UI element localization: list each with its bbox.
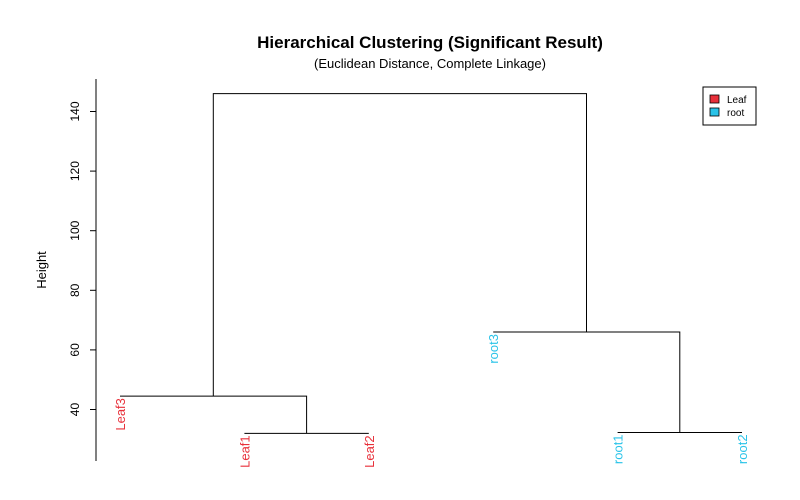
dendrogram-branch — [493, 331, 681, 433]
y-tick-label: 120 — [68, 161, 82, 181]
legend-swatch — [709, 94, 720, 104]
y-tick-label: 80 — [68, 283, 82, 297]
legend-box — [702, 86, 757, 126]
y-axis-label: Height — [34, 251, 49, 289]
leaf-label: Leaf1 — [237, 435, 252, 468]
chart-title: Hierarchical Clustering (Significant Res… — [257, 33, 603, 52]
chart-subtitle: (Euclidean Distance, Complete Linkage) — [314, 56, 546, 71]
legend-swatch — [709, 107, 720, 117]
leaf-label: root1 — [611, 434, 626, 464]
legend: Leaf root — [702, 86, 757, 126]
leaf-label: Leaf2 — [362, 435, 377, 468]
leaf-label: root2 — [735, 434, 750, 464]
y-tick-label: 140 — [68, 101, 82, 121]
leaf-labels: Leaf3 Leaf1 Leaf2 root3 root1 root2 — [113, 334, 750, 468]
dendrogram-branches — [120, 93, 742, 434]
leaf-label: Leaf3 — [113, 398, 128, 431]
dendrogram-branch — [212, 93, 587, 397]
y-tick-label: 40 — [68, 403, 82, 417]
y-axis-ticks: 40 60 80 100 120 140 — [68, 101, 96, 416]
legend-label: Leaf — [727, 95, 747, 106]
y-tick-label: 100 — [68, 220, 82, 240]
leaf-label: root3 — [486, 334, 501, 364]
legend-label: root — [727, 108, 744, 119]
y-tick-label: 60 — [68, 343, 82, 357]
dendrogram-branch — [120, 395, 308, 434]
